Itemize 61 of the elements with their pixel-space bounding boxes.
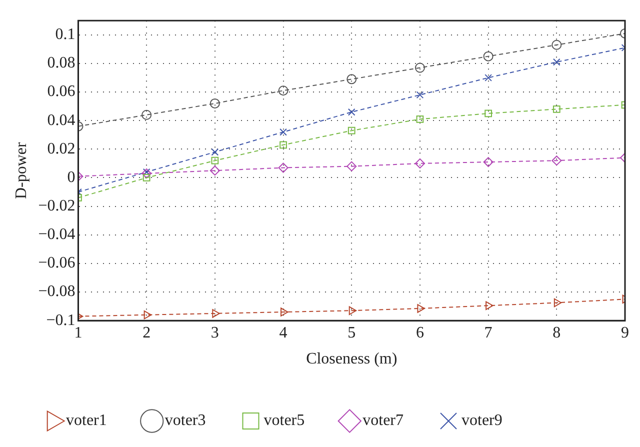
x-axis-title: Closeness (m) <box>306 350 398 368</box>
point <box>211 148 219 156</box>
x-tick-label: 7 <box>484 324 492 342</box>
point <box>346 74 357 84</box>
point <box>142 174 150 182</box>
point <box>414 62 425 73</box>
point <box>348 108 356 116</box>
x-tick-label: 4 <box>279 324 288 342</box>
x-tick-label: 1 <box>74 324 82 342</box>
legend-label: voter9 <box>462 412 502 430</box>
point <box>414 158 425 168</box>
point <box>280 308 288 316</box>
point <box>212 309 220 318</box>
y-tick-label: −0.06 <box>38 254 76 272</box>
point <box>278 86 288 96</box>
point <box>552 58 560 66</box>
point <box>552 156 562 166</box>
legend-label: voter7 <box>362 412 404 430</box>
point <box>348 126 356 134</box>
point <box>210 166 220 176</box>
point <box>417 304 425 313</box>
y-axis-title: D-power <box>12 142 30 200</box>
point <box>416 91 424 99</box>
legend-label: voter1 <box>66 412 107 430</box>
y-tick-label: −0.04 <box>38 226 76 244</box>
x-tick-label: 6 <box>416 324 424 342</box>
legend-label: voter3 <box>164 412 206 430</box>
x-tick-label: 2 <box>142 324 151 342</box>
y-tick-label: 0.04 <box>47 112 76 129</box>
point <box>280 141 287 149</box>
point <box>416 115 424 123</box>
y-tick-label: −0.1 <box>46 312 76 329</box>
point <box>483 51 494 62</box>
point <box>144 310 152 320</box>
y-tick-label: 0.06 <box>47 83 76 100</box>
x-tick-label: 5 <box>348 324 356 342</box>
y-tick-label: 0 <box>67 168 76 186</box>
point <box>552 105 560 113</box>
point <box>484 110 492 118</box>
point <box>211 156 219 164</box>
y-tick-label: −0.08 <box>38 283 76 300</box>
point <box>483 157 494 168</box>
x-tick-label: 3 <box>210 324 219 342</box>
point <box>552 40 562 50</box>
point <box>278 162 288 173</box>
y-tick-label: 0.1 <box>55 26 76 44</box>
legend-label: voter5 <box>264 412 305 430</box>
point <box>346 161 357 172</box>
point <box>554 298 562 308</box>
point <box>348 306 357 315</box>
point <box>280 128 287 136</box>
x-tick-label: 8 <box>552 324 561 342</box>
y-tick-label: 0.02 <box>47 140 76 158</box>
point <box>142 110 152 120</box>
point <box>484 74 492 82</box>
point <box>486 301 494 310</box>
x-tick-label: 9 <box>621 324 629 342</box>
y-tick-label: −0.02 <box>38 198 76 215</box>
point <box>210 98 220 108</box>
point <box>142 168 152 178</box>
y-tick-label: 0.08 <box>47 54 76 72</box>
